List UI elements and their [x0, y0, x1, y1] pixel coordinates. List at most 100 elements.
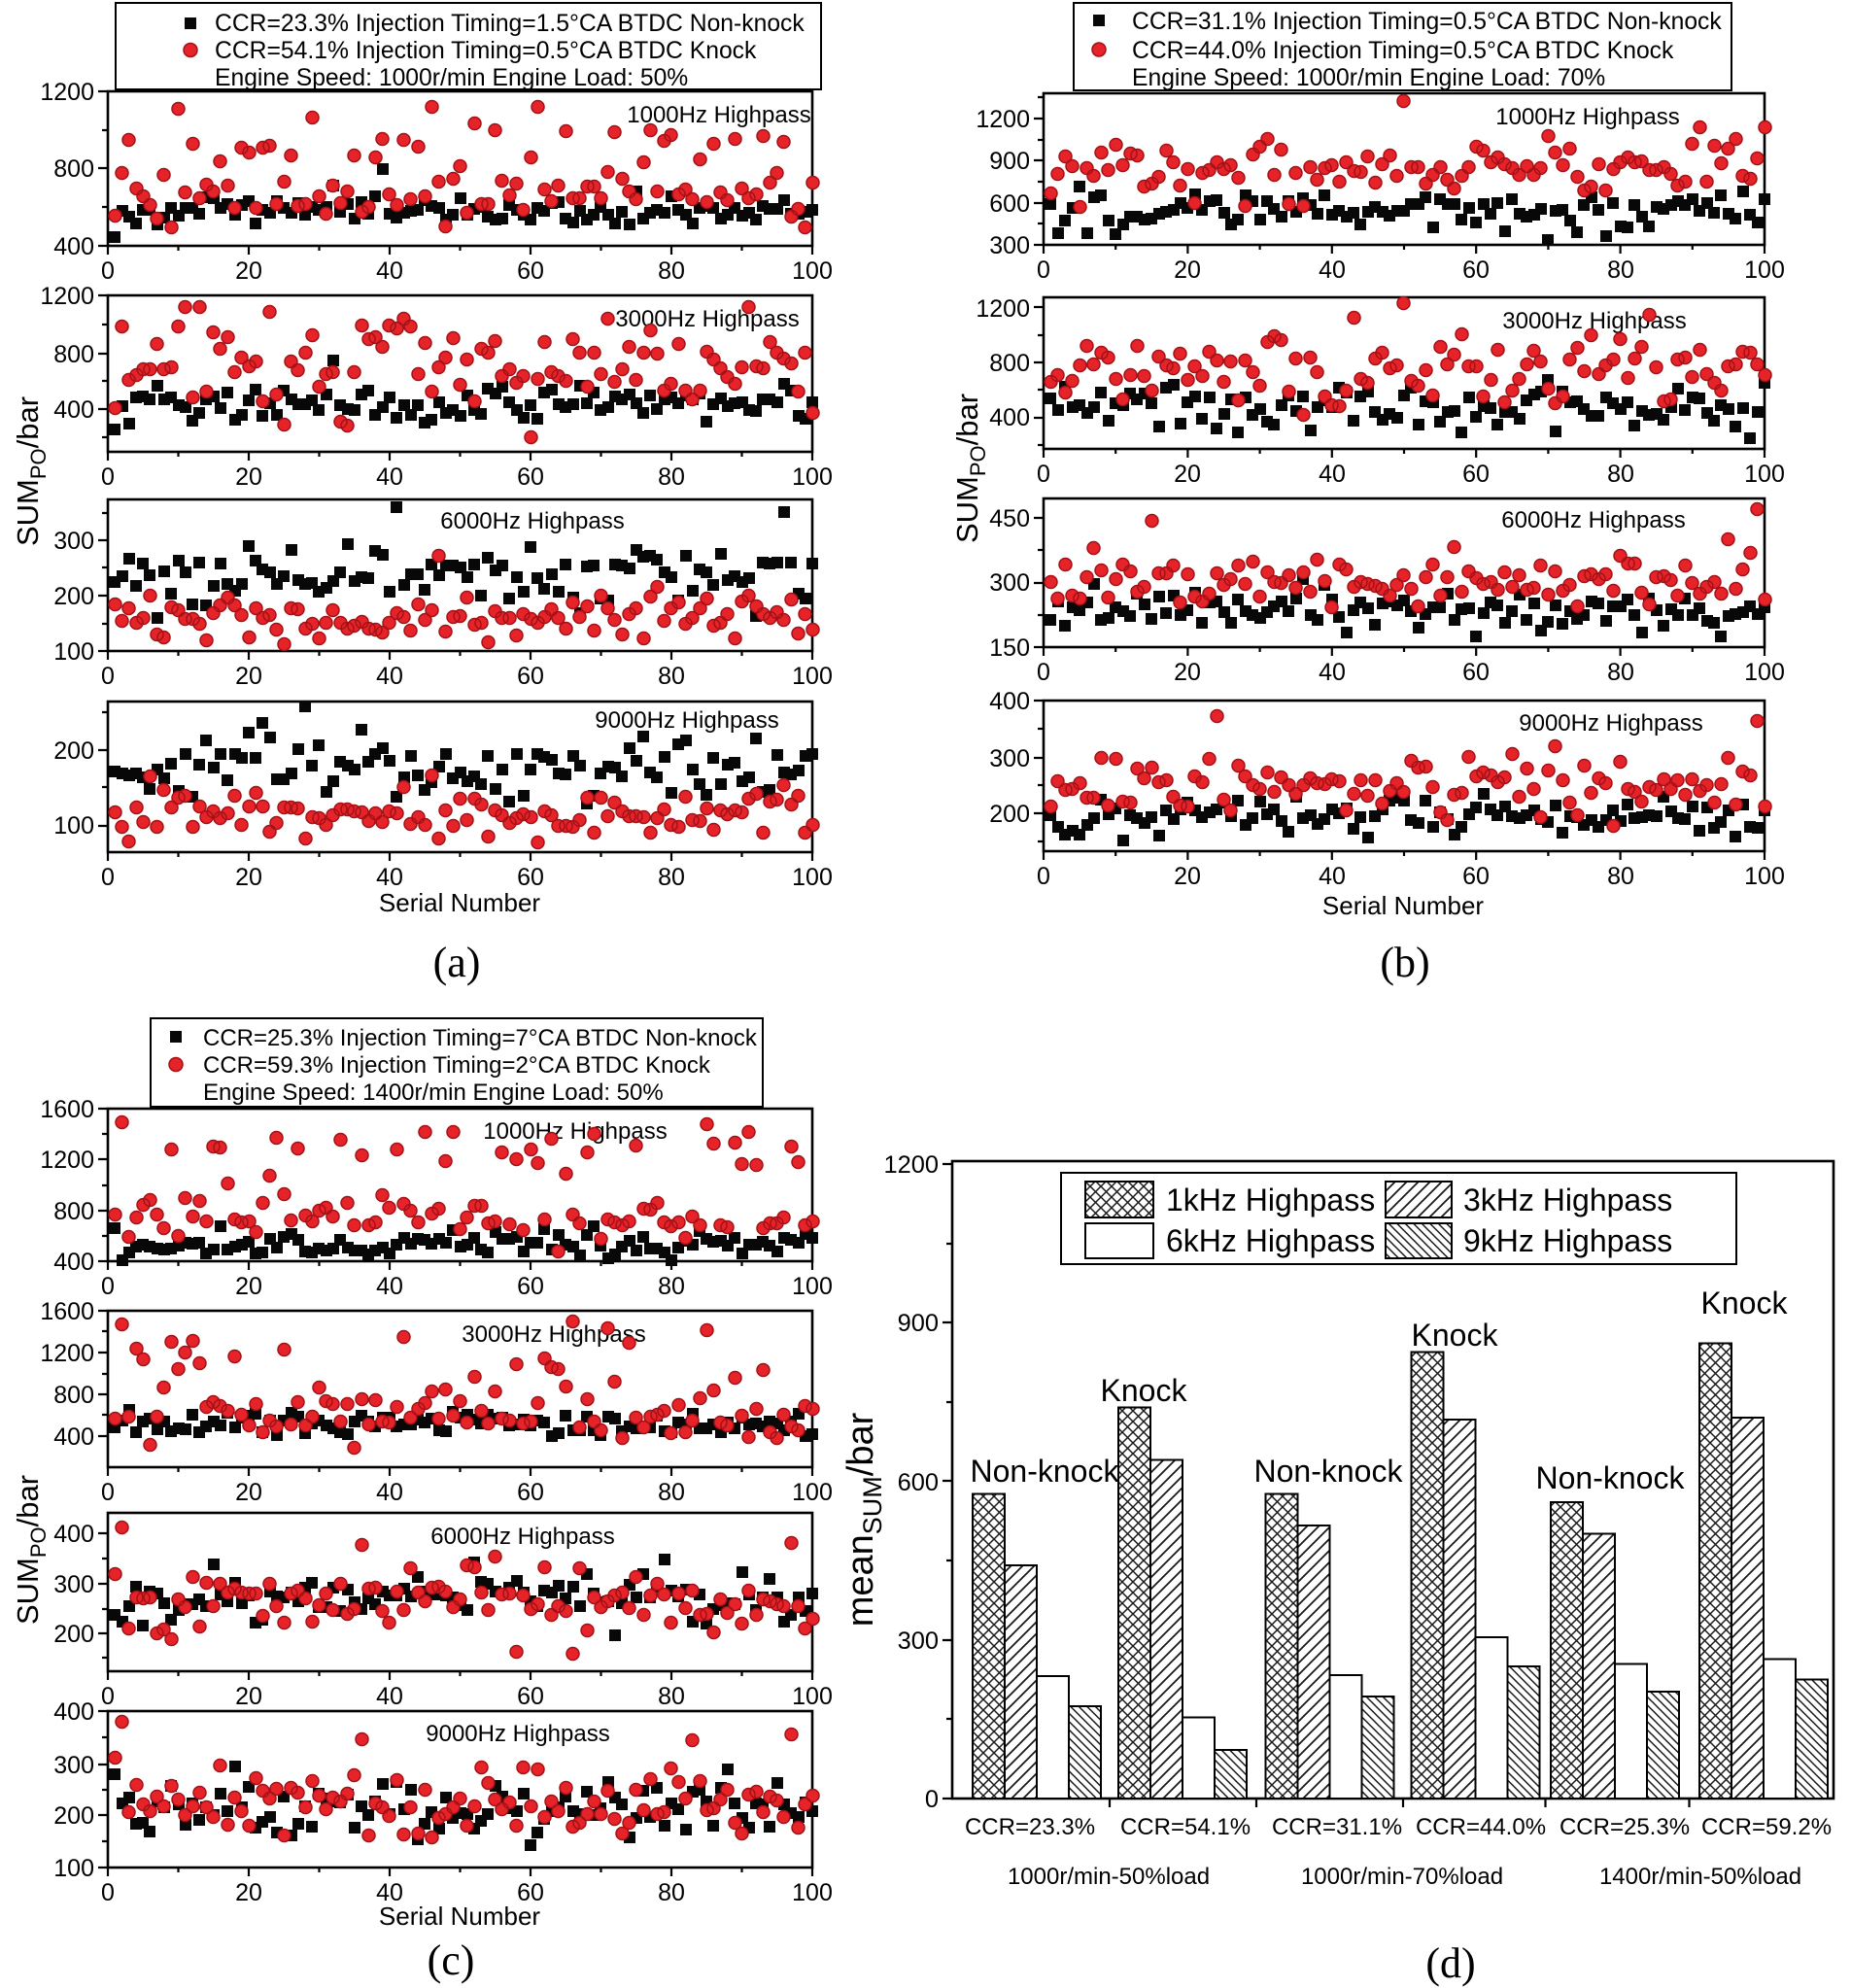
- svg-text:200: 200: [989, 801, 1030, 828]
- svg-text:1200: 1200: [40, 283, 94, 310]
- svg-text:0: 0: [101, 1479, 115, 1506]
- svg-text:300: 300: [989, 745, 1030, 772]
- svg-text:100: 100: [792, 1273, 833, 1300]
- svg-text:60: 60: [1462, 461, 1490, 488]
- svg-text:CCR=23.3%: CCR=23.3%: [965, 1814, 1095, 1840]
- svg-text:0: 0: [101, 1683, 115, 1710]
- svg-text:9000Hz Highpass: 9000Hz Highpass: [595, 707, 778, 734]
- svg-text:1200: 1200: [40, 79, 94, 106]
- svg-text:CCR=59.2%: CCR=59.2%: [1701, 1814, 1832, 1840]
- svg-text:CCR=54.1% Injection Timing=0.5: CCR=54.1% Injection Timing=0.5°CA BTDC K…: [215, 38, 757, 64]
- svg-text:300: 300: [989, 569, 1030, 597]
- svg-text:0: 0: [925, 1786, 939, 1813]
- svg-text:0: 0: [1037, 863, 1050, 890]
- svg-text:100: 100: [53, 812, 94, 840]
- svg-text:400: 400: [53, 1249, 94, 1276]
- svg-text:0: 0: [101, 463, 115, 491]
- svg-text:1200: 1200: [40, 1340, 94, 1367]
- svg-text:9kHz Highpass: 9kHz Highpass: [1463, 1223, 1672, 1258]
- svg-text:1200: 1200: [884, 1151, 939, 1179]
- svg-text:300: 300: [53, 528, 94, 555]
- svg-text:9000Hz Highpass: 9000Hz Highpass: [426, 1721, 609, 1747]
- svg-text:60: 60: [1462, 863, 1490, 890]
- svg-text:(a): (a): [433, 939, 481, 986]
- svg-text:800: 800: [53, 155, 94, 183]
- svg-text:40: 40: [376, 257, 403, 285]
- svg-text:40: 40: [376, 1683, 403, 1710]
- svg-text:800: 800: [53, 1382, 94, 1409]
- svg-text:CCR=23.3% Injection Timing=1.5: CCR=23.3% Injection Timing=1.5°CA BTDC N…: [215, 11, 805, 37]
- svg-text:6kHz Highpass: 6kHz Highpass: [1166, 1223, 1375, 1258]
- svg-text:60: 60: [1462, 659, 1490, 686]
- svg-text:1600: 1600: [40, 1298, 94, 1325]
- svg-text:9000Hz Highpass: 9000Hz Highpass: [1519, 710, 1702, 737]
- svg-text:3kHz Highpass: 3kHz Highpass: [1463, 1183, 1672, 1217]
- svg-text:40: 40: [376, 663, 403, 690]
- svg-text:900: 900: [989, 148, 1030, 175]
- svg-text:100: 100: [792, 663, 833, 690]
- svg-text:Non-knock: Non-knock: [1536, 1460, 1686, 1495]
- svg-text:1200: 1200: [976, 106, 1030, 133]
- svg-text:40: 40: [1319, 659, 1346, 686]
- svg-text:800: 800: [53, 1198, 94, 1225]
- svg-text:150: 150: [989, 634, 1030, 662]
- svg-text:300: 300: [989, 232, 1030, 259]
- svg-text:80: 80: [658, 1879, 685, 1906]
- svg-text:80: 80: [658, 1273, 685, 1300]
- svg-text:100: 100: [792, 1479, 833, 1506]
- svg-text:60: 60: [517, 257, 544, 285]
- svg-text:Serial Number: Serial Number: [379, 888, 541, 917]
- svg-text:40: 40: [376, 864, 403, 891]
- svg-text:Non-knock: Non-knock: [1254, 1454, 1404, 1489]
- svg-text:80: 80: [658, 1683, 685, 1710]
- svg-text:100: 100: [53, 638, 94, 666]
- svg-text:60: 60: [517, 1879, 544, 1906]
- svg-text:40: 40: [376, 1879, 403, 1906]
- svg-text:100: 100: [792, 463, 833, 491]
- svg-text:CCR=25.3%: CCR=25.3%: [1560, 1814, 1690, 1840]
- svg-text:100: 100: [792, 864, 833, 891]
- svg-text:Non-knock: Non-knock: [971, 1454, 1120, 1489]
- svg-text:40: 40: [1319, 461, 1346, 488]
- svg-text:0: 0: [1037, 659, 1050, 686]
- svg-text:60: 60: [517, 1683, 544, 1710]
- svg-text:CCR=31.1% Injection Timing=0.5: CCR=31.1% Injection Timing=0.5°CA BTDC N…: [1132, 9, 1722, 35]
- svg-text:100: 100: [53, 1855, 94, 1882]
- svg-text:200: 200: [53, 1621, 94, 1648]
- svg-text:CCR=25.3% Injection Timing=7°C: CCR=25.3% Injection Timing=7°CA BTDC Non…: [203, 1025, 758, 1051]
- svg-text:60: 60: [517, 463, 544, 491]
- svg-text:40: 40: [1319, 257, 1346, 284]
- svg-text:60: 60: [517, 1273, 544, 1300]
- svg-text:1000r/min-70%load: 1000r/min-70%load: [1301, 1864, 1503, 1890]
- svg-text:300: 300: [898, 1628, 939, 1655]
- svg-text:60: 60: [1462, 257, 1490, 284]
- svg-text:(b): (b): [1380, 939, 1429, 986]
- svg-text:60: 60: [517, 663, 544, 690]
- svg-text:80: 80: [658, 864, 685, 891]
- svg-text:200: 200: [53, 1802, 94, 1830]
- svg-text:0: 0: [1037, 461, 1050, 488]
- svg-text:3000Hz Highpass: 3000Hz Highpass: [615, 306, 799, 332]
- svg-text:CCR=54.1%: CCR=54.1%: [1120, 1814, 1251, 1840]
- svg-text:0: 0: [101, 864, 115, 891]
- svg-text:40: 40: [376, 1273, 403, 1300]
- svg-text:80: 80: [658, 1479, 685, 1506]
- svg-text:Engine Speed: 1000r/min Engine: Engine Speed: 1000r/min Engine Load: 70%: [1132, 65, 1605, 91]
- svg-text:Knock: Knock: [1701, 1285, 1789, 1320]
- svg-text:60: 60: [517, 864, 544, 891]
- svg-text:0: 0: [101, 1273, 115, 1300]
- svg-text:100: 100: [1744, 257, 1785, 284]
- svg-text:100: 100: [1744, 659, 1785, 686]
- svg-text:CCR=59.3% Injection Timing=2°C: CCR=59.3% Injection Timing=2°CA BTDC Kno…: [203, 1052, 711, 1079]
- svg-text:80: 80: [1607, 257, 1634, 284]
- svg-text:6000Hz Highpass: 6000Hz Highpass: [1501, 507, 1685, 533]
- svg-text:800: 800: [989, 350, 1030, 377]
- svg-text:CCR=31.1%: CCR=31.1%: [1272, 1814, 1402, 1840]
- svg-text:100: 100: [1744, 863, 1785, 890]
- svg-text:20: 20: [1174, 659, 1201, 686]
- svg-text:Engine Speed: 1400r/min Engine: Engine Speed: 1400r/min Engine Load: 50%: [203, 1080, 664, 1106]
- svg-text:1000Hz Highpass: 1000Hz Highpass: [627, 102, 810, 128]
- svg-text:900: 900: [898, 1310, 939, 1337]
- svg-text:6000Hz Highpass: 6000Hz Highpass: [430, 1524, 614, 1550]
- svg-text:400: 400: [53, 1423, 94, 1451]
